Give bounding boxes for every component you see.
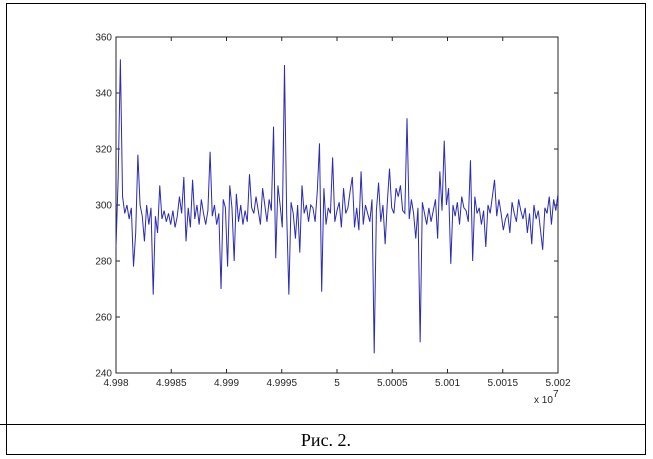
y-tick-label: 240 (95, 369, 112, 380)
caption-divider (7, 424, 645, 425)
x-tick-label: 5.001 (435, 378, 460, 389)
left-rule (0, 424, 6, 425)
y-tick-label: 300 (95, 201, 112, 212)
x-exponent-label: x 10 (534, 395, 553, 406)
x-axis: 4.998 4.9985 4.999 4.9995 5 5.0005 5.001 5.0015… (103, 37, 571, 389)
figure-caption: Рис. 2. (300, 430, 352, 450)
x-tick-label: 4.9995 (266, 378, 297, 389)
x-tick-label: 5.0015 (487, 378, 518, 389)
y-tick-label: 260 (95, 313, 112, 324)
x-tick-label: 5 (334, 378, 340, 389)
y-axis: 240 260 280 300 320 340 360 (95, 33, 558, 380)
x-tick-label: 4.999 (214, 378, 239, 389)
x-tick-label: 5.0005 (377, 378, 408, 389)
x-tick-label: 4.9985 (156, 378, 187, 389)
x-exponent-power: 7 (553, 389, 559, 400)
figure-frame: Рис. 2. (6, 3, 646, 455)
y-tick-label: 340 (95, 89, 112, 100)
series-line (115, 59, 559, 354)
x-tick-label: 4.998 (103, 378, 128, 389)
y-tick-label: 320 (95, 145, 112, 156)
y-tick-label: 280 (95, 257, 112, 268)
y-tick-label: 360 (95, 33, 112, 44)
x-tick-label: 5.002 (545, 378, 570, 389)
plot-area-frame (115, 36, 559, 374)
